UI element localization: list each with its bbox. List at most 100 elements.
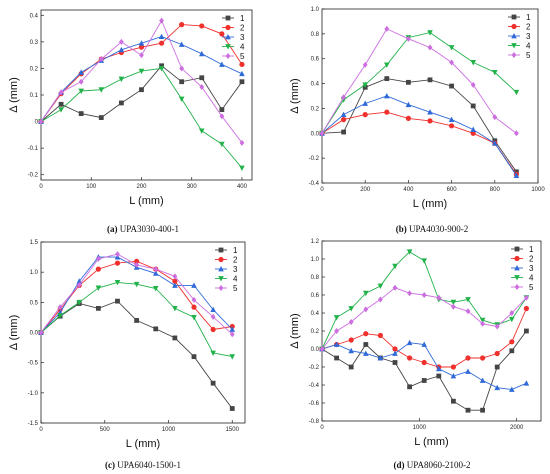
y-tick-label: -0.5 <box>28 361 39 367</box>
series-4-point <box>239 165 245 172</box>
series-2-point <box>172 278 178 284</box>
series-4-point <box>191 315 197 321</box>
series-5-point <box>57 304 63 311</box>
series-5-point <box>229 331 235 338</box>
series-1-point <box>219 107 225 113</box>
series-3-point <box>362 100 368 106</box>
series-2-line <box>321 308 527 368</box>
legend-marker-5 <box>218 285 224 291</box>
x-tick-label: 0 <box>320 425 324 431</box>
series-1-line <box>40 300 233 409</box>
series-1-point <box>480 407 485 413</box>
y-tick-label: 0.5 <box>30 300 39 306</box>
series-1-point <box>470 103 476 109</box>
series-1-point <box>392 360 398 365</box>
legend-label-5: 5 <box>240 52 245 61</box>
y-tick-label: -0.4 <box>309 181 320 187</box>
series-1-point <box>406 79 411 85</box>
series-3-point <box>384 93 390 99</box>
legend-marker-3 <box>511 33 517 39</box>
series-2-point <box>377 332 383 339</box>
series-5-line <box>40 19 243 144</box>
series-4-point <box>178 96 185 102</box>
series-5-point <box>319 346 325 352</box>
series-5-point <box>494 323 500 330</box>
series-2-point <box>450 364 456 370</box>
series-1-point <box>427 77 433 83</box>
x-tick-label: 200 <box>360 187 371 193</box>
series-4-point <box>210 350 216 357</box>
series-5-point <box>363 306 369 313</box>
series-4-point <box>406 249 413 255</box>
series-4 <box>38 66 245 172</box>
x-tick-label: 100 <box>86 184 97 190</box>
series-4-point <box>465 297 471 303</box>
series-2-point <box>465 355 471 361</box>
caption-title: UPA4030-900-2 <box>407 224 468 234</box>
series-1-point <box>95 305 101 311</box>
series-5-point <box>334 328 339 334</box>
series-1-point <box>172 335 178 341</box>
series-1-point <box>159 63 164 69</box>
legend-marker-5 <box>225 53 231 59</box>
series-5-point <box>98 56 104 63</box>
series-1-point <box>191 354 197 360</box>
series-1-point <box>334 355 339 361</box>
series-3-point <box>465 368 471 374</box>
legend-label-5: 5 <box>529 283 534 292</box>
series-5-point <box>191 296 197 303</box>
series-3 <box>319 93 520 178</box>
series-2-point <box>470 130 476 136</box>
series-2-point <box>494 350 500 357</box>
y-tick-label: 0.4 <box>311 311 320 317</box>
series-2-point <box>405 115 411 121</box>
y-tick-label: 0.1 <box>30 93 39 99</box>
y-tick-label: 0.0 <box>311 131 320 137</box>
series-4-point <box>377 283 384 289</box>
series-1 <box>38 298 235 411</box>
series-4-line <box>321 32 517 134</box>
series-5-point <box>384 25 390 32</box>
series-4-point <box>58 107 64 113</box>
series-5-point <box>210 313 216 320</box>
series-1-point <box>348 364 354 370</box>
series-3-point <box>219 61 225 67</box>
y-tick-label: -0.1 <box>28 146 39 152</box>
series-1-point <box>436 373 442 379</box>
y-tick-label: -1.0 <box>28 391 39 397</box>
legend-marker-3 <box>225 34 231 40</box>
series-4-point <box>198 128 205 134</box>
series-5-point <box>407 290 412 297</box>
series-2-point <box>480 355 486 361</box>
legend-label-2: 2 <box>529 255 534 264</box>
series-1-point <box>407 384 412 390</box>
legend-marker-4 <box>511 43 517 49</box>
series-5-point <box>509 310 515 316</box>
legend-label-1: 1 <box>529 245 534 254</box>
series-2-point <box>523 305 530 312</box>
series-2-point <box>199 23 205 29</box>
series-5-point <box>118 38 124 45</box>
series-5-point <box>406 35 411 42</box>
y-tick-label: 0.2 <box>311 329 320 335</box>
series-3-point <box>392 350 398 356</box>
y-tick-label: 1.0 <box>311 257 320 263</box>
caption-letter: (b) <box>396 224 407 234</box>
series-3-point <box>348 347 354 354</box>
series-3-point <box>523 380 530 386</box>
plot-frame <box>321 8 539 184</box>
series-5-point <box>172 273 178 280</box>
x-tick-label: 0 <box>39 184 43 190</box>
series-4-point <box>448 45 455 51</box>
series-4 <box>319 30 520 137</box>
y-tick-label: 0.8 <box>311 32 320 38</box>
legend-marker-2 <box>514 255 520 262</box>
chart-panel-3: 0 500 1000 1500 -1.5 -1.0 -0.5 0.0 0.5 1.0 1.5 L (m… <box>8 240 246 470</box>
series-4-point <box>172 305 178 312</box>
plot-frame <box>321 240 542 422</box>
series-1-point <box>421 378 427 383</box>
series-1-point <box>509 348 515 354</box>
series-2-point <box>191 304 197 310</box>
legend-marker-1 <box>225 15 231 21</box>
